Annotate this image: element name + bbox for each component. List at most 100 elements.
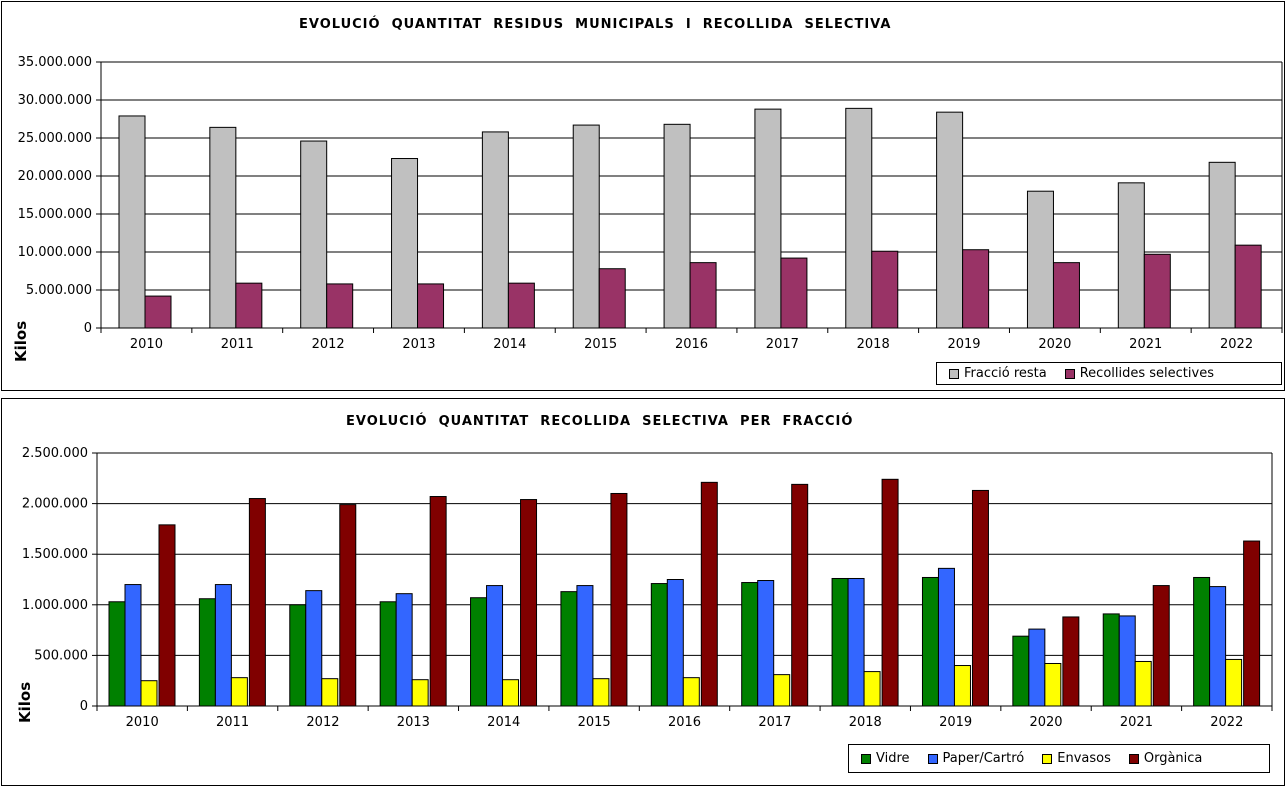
x-tick-label: 2010	[126, 715, 159, 730]
legend-label: Orgànica	[1143, 751, 1203, 766]
bar-recollides-selectives-2019	[962, 249, 990, 329]
bar-fracci-resta-2021	[1117, 182, 1145, 329]
bar-paper-cartr--2018	[847, 577, 865, 707]
bar-recollides-selectives-2014	[507, 282, 535, 329]
x-tick-label: 2014	[493, 337, 526, 352]
bar-envasos-2016	[682, 677, 700, 707]
bar-org-nica-2018	[881, 478, 899, 707]
x-tick-label: 2022	[1210, 715, 1243, 730]
x-tick-label: 2016	[668, 715, 701, 730]
bar-org-nica-2010	[158, 524, 176, 707]
legend-label: Fracció resta	[964, 366, 1047, 381]
legend-item: Paper/Cartró	[927, 751, 1024, 766]
bar-envasos-2017	[773, 674, 791, 707]
bar-envasos-2013	[411, 679, 429, 707]
x-tick-label: 2013	[402, 337, 435, 352]
legend-label: Envasos	[1057, 751, 1111, 766]
bar-envasos-2014	[502, 679, 520, 707]
bar-vidre-2021	[1102, 613, 1120, 707]
bar-envasos-2012	[321, 678, 339, 707]
bar-vidre-2022	[1193, 576, 1211, 707]
y-axis-label: Kilos	[12, 320, 30, 362]
bar-paper-cartr--2021	[1118, 615, 1136, 707]
bar-recollides-selectives-2010	[144, 295, 172, 329]
bar-fracci-resta-2019	[936, 111, 964, 329]
legend-item: Orgànica	[1128, 751, 1203, 766]
y-tick-label: 2.500.000	[22, 446, 88, 461]
bar-org-nica-2017	[791, 483, 809, 707]
chart-title: EVOLUCIÓ QUANTITAT RECOLLIDA SELECTIVA P…	[346, 414, 854, 429]
x-tick-label: 2022	[1220, 337, 1253, 352]
y-tick-label: 20.000.000	[18, 169, 92, 184]
bar-org-nica-2014	[520, 499, 538, 707]
bar-recollides-selectives-2017	[780, 257, 808, 329]
bar-recollides-selectives-2015	[598, 268, 626, 329]
legend-item: Vidre	[861, 751, 910, 766]
x-tick-label: 2019	[947, 337, 980, 352]
legend-label: Vidre	[876, 751, 910, 766]
x-tick-label: 2013	[397, 715, 430, 730]
bar-recollides-selectives-2022	[1234, 244, 1262, 329]
bar-fracci-resta-2013	[391, 158, 419, 329]
bar-org-nica-2012	[339, 504, 357, 707]
bar-paper-cartr--2010	[124, 584, 142, 707]
bar-org-nica-2013	[429, 496, 447, 707]
bar-paper-cartr--2012	[305, 590, 323, 707]
x-tick-label: 2021	[1129, 337, 1162, 352]
bar-recollides-selectives-2011	[235, 282, 263, 329]
bar-fracci-resta-2022	[1208, 161, 1236, 329]
bar-vidre-2014	[470, 597, 488, 707]
bar-vidre-2018	[831, 577, 849, 707]
bar-paper-cartr--2022	[1209, 586, 1227, 707]
bar-recollides-selectives-2018	[871, 250, 899, 329]
x-tick-label: 2016	[675, 337, 708, 352]
y-tick-label: 0	[84, 321, 92, 336]
y-tick-label: 10.000.000	[18, 245, 92, 260]
legend-swatch	[1042, 753, 1053, 764]
y-tick-label: 15.000.000	[18, 207, 92, 222]
legend-swatch	[949, 368, 959, 379]
y-tick-label: 1.500.000	[22, 547, 88, 562]
bar-envasos-2021	[1134, 660, 1152, 707]
y-tick-label: 25.000.000	[18, 131, 92, 146]
x-tick-label: 2011	[216, 715, 249, 730]
x-tick-label: 2012	[312, 337, 345, 352]
bar-recollides-selectives-2020	[1052, 262, 1080, 329]
legend-swatch	[1128, 753, 1139, 764]
x-tick-label: 2010	[130, 337, 163, 352]
legend-swatch	[861, 753, 871, 764]
x-tick-label: 2017	[766, 337, 799, 352]
y-tick-label: 30.000.000	[18, 93, 92, 108]
bar-envasos-2015	[592, 678, 610, 707]
bar-org-nica-2016	[700, 481, 718, 707]
bar-vidre-2017	[741, 582, 759, 707]
bar-paper-cartr--2013	[395, 593, 413, 707]
bar-fracci-resta-2016	[663, 123, 691, 329]
y-tick-label: 5.000.000	[26, 283, 92, 298]
bar-envasos-2019	[953, 665, 971, 707]
x-tick-label: 2020	[1029, 715, 1062, 730]
bar-vidre-2010	[108, 601, 126, 707]
x-tick-label: 2017	[758, 715, 791, 730]
bar-paper-cartr--2020	[1028, 628, 1046, 707]
bar-envasos-2011	[230, 677, 248, 707]
bar-envasos-2020	[1044, 662, 1062, 707]
bar-paper-cartr--2015	[576, 585, 594, 707]
x-tick-label: 2011	[221, 337, 254, 352]
chart-panel-fraccio: EVOLUCIÓ QUANTITAT RECOLLIDA SELECTIVA P…	[1, 398, 1285, 786]
bar-fracci-resta-2010	[118, 115, 146, 329]
x-tick-label: 2021	[1120, 715, 1153, 730]
x-tick-label: 2014	[487, 715, 520, 730]
y-tick-label: 2.000.000	[22, 497, 88, 512]
bar-org-nica-2015	[610, 492, 628, 707]
bar-vidre-2011	[198, 598, 216, 707]
legend-item: Recollides selectives	[1064, 366, 1214, 381]
y-axis-label: Kilos	[16, 681, 34, 723]
bar-vidre-2012	[289, 604, 307, 707]
bar-recollides-selectives-2016	[689, 262, 717, 329]
y-tick-label: 35.000.000	[18, 55, 92, 70]
bar-vidre-2016	[650, 583, 668, 707]
bar-fracci-resta-2017	[754, 108, 782, 329]
bar-paper-cartr--2016	[666, 579, 684, 707]
x-tick-label: 2019	[939, 715, 972, 730]
